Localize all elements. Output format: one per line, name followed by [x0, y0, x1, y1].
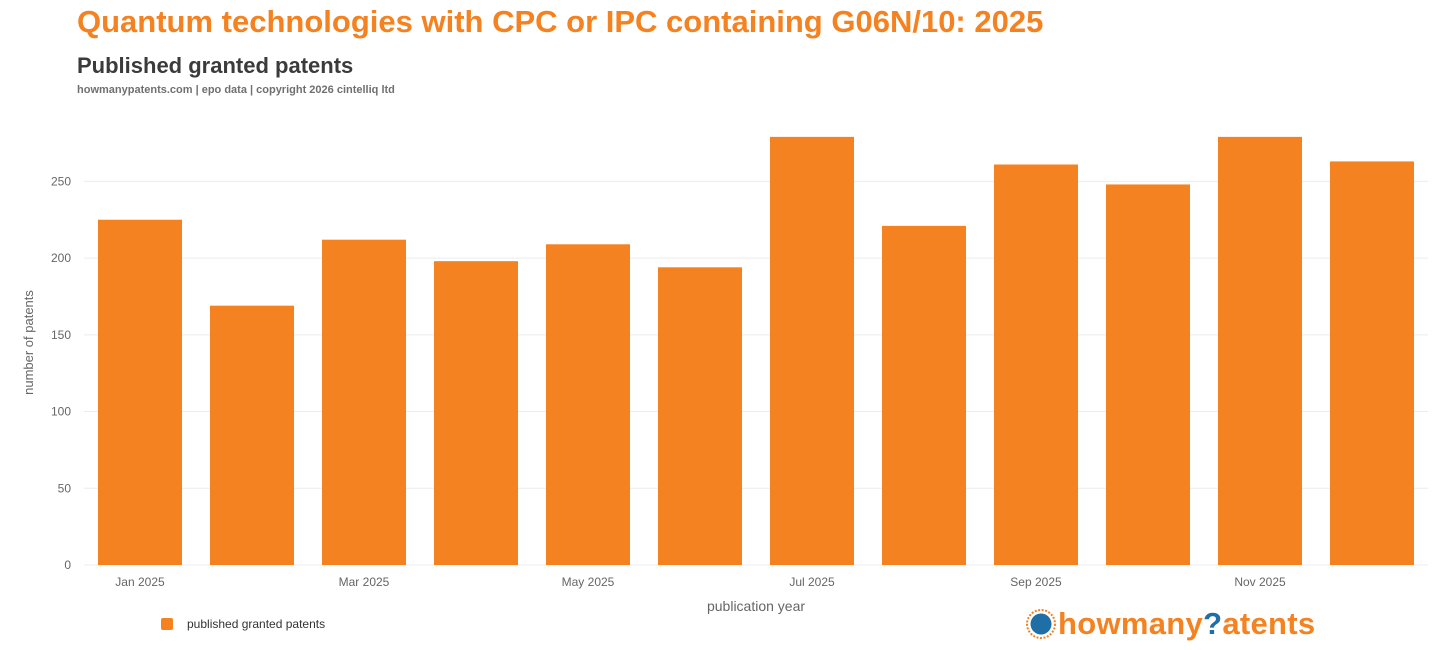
- bar: [770, 137, 854, 565]
- y-tick-label: 0: [64, 558, 71, 572]
- y-tick-label: 150: [51, 328, 71, 342]
- bar: [882, 226, 966, 565]
- y-tick-label: 50: [58, 481, 72, 495]
- bar: [994, 165, 1078, 566]
- x-tick-label: Jan 2025: [115, 575, 165, 589]
- legend-label: published granted patents: [187, 617, 325, 631]
- bar: [98, 220, 182, 565]
- bar: [1218, 137, 1302, 565]
- legend-swatch: [161, 618, 173, 630]
- bar: [658, 267, 742, 565]
- x-tick-label: Sep 2025: [1010, 575, 1062, 589]
- x-tick-label: May 2025: [562, 575, 615, 589]
- bar: [434, 261, 518, 565]
- brand-logo: howmany?atents: [1026, 606, 1315, 642]
- globe-icon: [1026, 609, 1056, 639]
- x-axis-title: publication year: [707, 598, 805, 614]
- legend[interactable]: published granted patents: [161, 617, 325, 631]
- bar: [322, 240, 406, 565]
- y-tick-label: 200: [51, 251, 71, 265]
- x-tick-label: Jul 2025: [789, 575, 835, 589]
- y-tick-label: 100: [51, 405, 71, 419]
- y-axis-title: number of patents: [21, 290, 36, 395]
- bar: [210, 306, 294, 565]
- brand-wordmark: howmany?atents: [1058, 606, 1315, 642]
- x-tick-label: Nov 2025: [1234, 575, 1286, 589]
- y-tick-label: 250: [51, 174, 71, 188]
- x-tick-label: Mar 2025: [339, 575, 390, 589]
- bar: [546, 244, 630, 565]
- bar: [1330, 161, 1414, 565]
- bar: [1106, 184, 1190, 565]
